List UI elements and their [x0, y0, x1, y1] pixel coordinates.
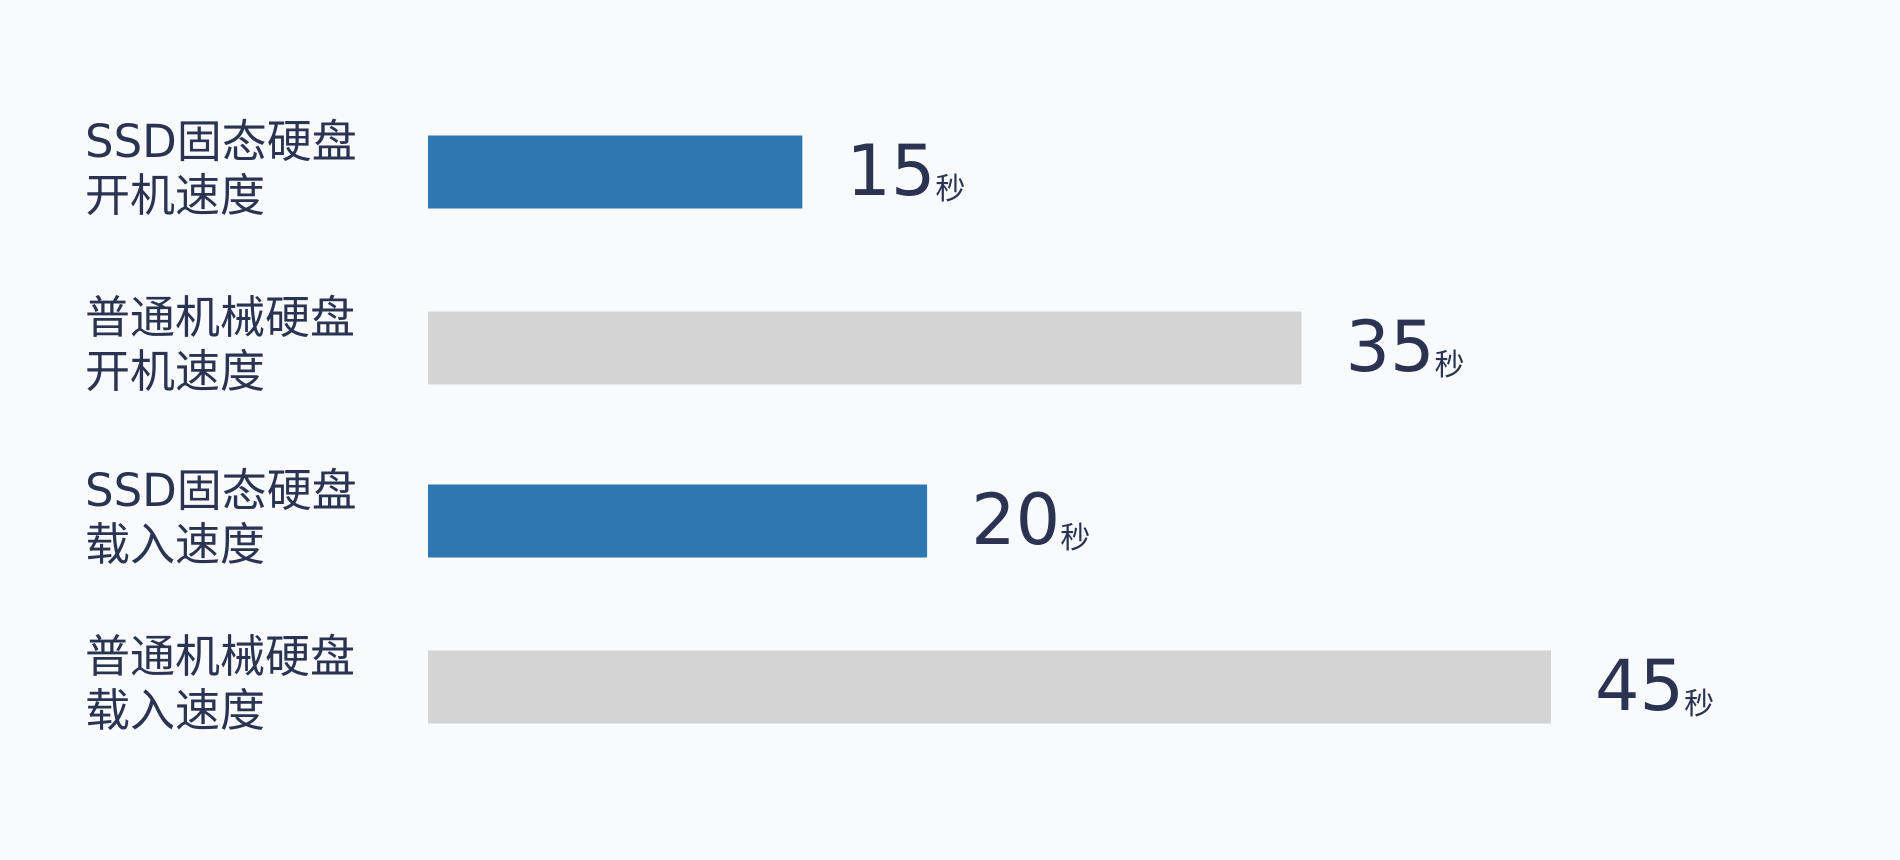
- value-unit: 秒: [1435, 348, 1465, 383]
- category-label: 开机速度: [85, 169, 265, 222]
- value-number: 15: [846, 130, 935, 212]
- bar: [428, 651, 1551, 724]
- category-label: 普通机械硬盘: [85, 630, 355, 683]
- category-label: 普通机械硬盘: [85, 291, 355, 344]
- value-number: 35: [1345, 306, 1434, 388]
- bar: [428, 136, 802, 209]
- value-unit: 秒: [1060, 521, 1090, 556]
- value-unit: 秒: [1684, 687, 1714, 722]
- bar: [428, 485, 927, 558]
- value-number: 45: [1595, 645, 1684, 727]
- category-label: 载入速度: [85, 684, 265, 737]
- category-label: 开机速度: [85, 345, 265, 398]
- value-number: 20: [971, 479, 1060, 561]
- category-label: 载入速度: [85, 518, 265, 571]
- value-unit: 秒: [935, 172, 965, 207]
- category-label: SSD固态硬盘: [85, 115, 357, 168]
- bar: [428, 312, 1301, 385]
- category-label: SSD固态硬盘: [85, 464, 357, 517]
